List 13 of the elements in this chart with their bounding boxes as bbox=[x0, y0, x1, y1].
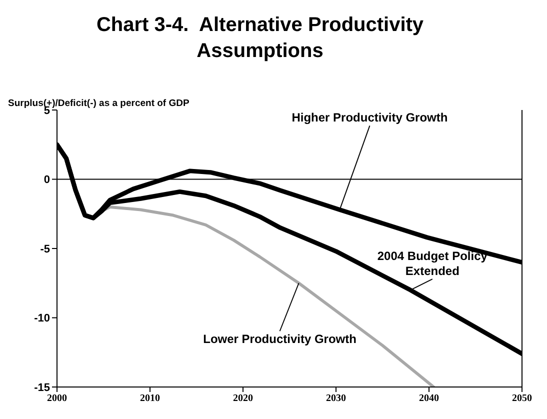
y-tick-label: -15 bbox=[34, 382, 50, 394]
x-tick-label: 2000 bbox=[47, 393, 67, 404]
x-tick-label: 2050 bbox=[512, 393, 532, 404]
x-tick-label: 2020 bbox=[233, 393, 253, 404]
series-label: Lower Productivity Growth bbox=[203, 332, 356, 346]
y-tick-label: -5 bbox=[40, 243, 50, 256]
text: Higher Productivity Growth bbox=[292, 110, 448, 125]
y-tick-label: 0 bbox=[44, 174, 50, 186]
x-tick-label: 2040 bbox=[419, 393, 439, 404]
x-tick-label: 2030 bbox=[326, 393, 346, 404]
x-tick-label: 2010 bbox=[140, 393, 160, 404]
y-tick-label: -10 bbox=[34, 312, 50, 325]
chart-title: Chart 3-4. Alternative Productivity Assumptions bbox=[95, 13, 425, 64]
